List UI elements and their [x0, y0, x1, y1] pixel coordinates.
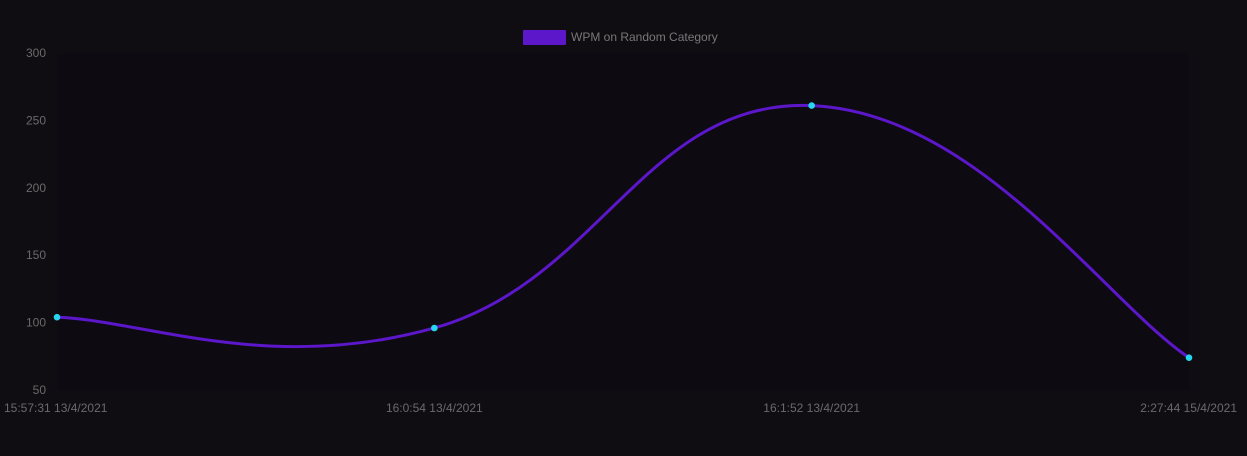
legend-label[interactable]: WPM on Random Category — [571, 30, 718, 44]
y-axis: 50 100 150 200 250 300 — [26, 46, 46, 397]
y-tick-label: 100 — [26, 316, 46, 330]
data-point[interactable] — [431, 324, 438, 332]
y-tick-label: 250 — [26, 113, 46, 127]
y-tick-label: 150 — [26, 248, 46, 262]
y-tick-label: 50 — [33, 383, 47, 397]
chart-legend[interactable]: WPM on Random Category — [523, 30, 718, 45]
series-layer — [53, 102, 1193, 361]
data-point[interactable] — [53, 313, 61, 321]
plot-area — [57, 53, 1189, 390]
data-point[interactable] — [1185, 354, 1193, 361]
x-tick-label: 15:57:31 13/4/2021 — [4, 401, 108, 415]
legend-swatch[interactable] — [523, 30, 566, 45]
y-tick-label: 200 — [26, 181, 46, 195]
x-axis: 15:57:31 13/4/2021 16:0:54 13/4/2021 16:1:… — [4, 401, 1237, 415]
x-tick-label: 16:1:52 13/4/2021 — [763, 401, 860, 415]
x-tick-label: 16:0:54 13/4/2021 — [386, 401, 483, 415]
x-tick-label: 2:27:44 15/4/2021 — [1140, 401, 1237, 415]
y-tick-label: 300 — [26, 46, 46, 60]
series-line — [55, 104, 1191, 360]
data-point[interactable] — [808, 102, 815, 109]
